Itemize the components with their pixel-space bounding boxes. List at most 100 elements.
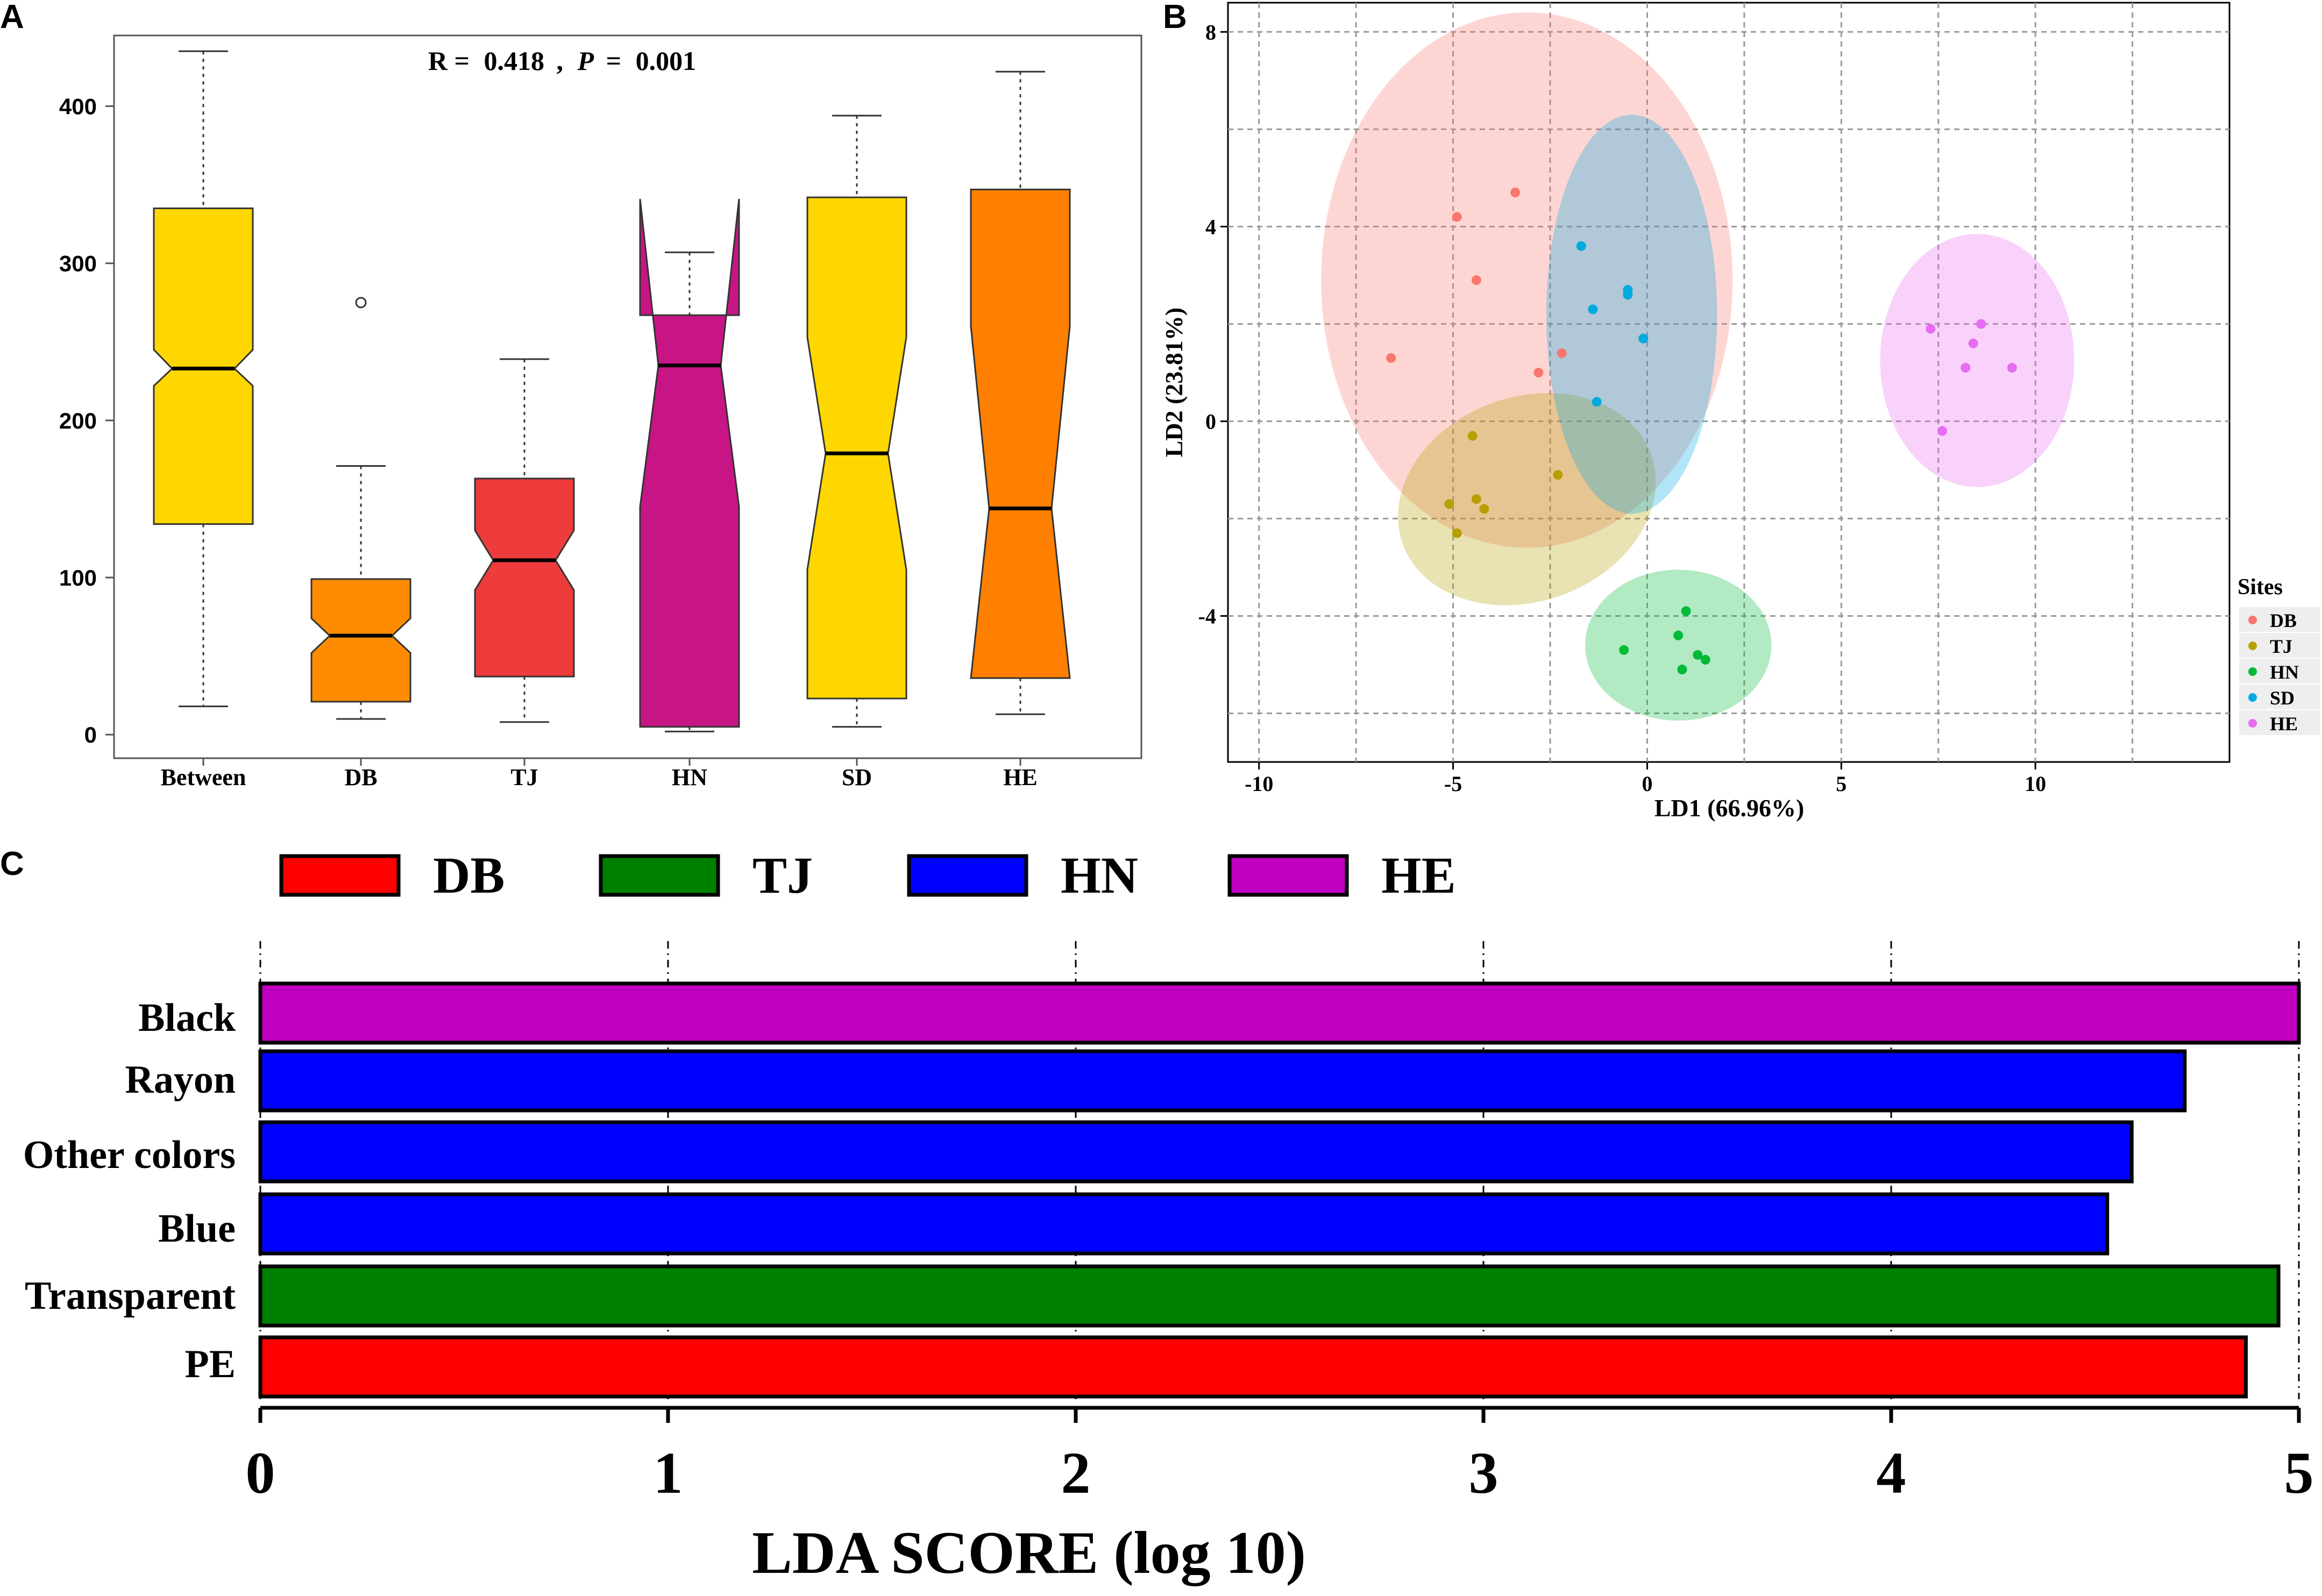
panel-a-boxes <box>153 50 1071 732</box>
point-sd <box>1592 397 1602 407</box>
panel-c-x-axis: 0 1 2 3 4 5 <box>246 1406 2314 1506</box>
bar-black <box>258 981 2301 1045</box>
x-tick-label-3: 3 <box>1469 1440 1499 1506</box>
box-body <box>970 188 1071 679</box>
point-tj <box>1553 469 1563 480</box>
y-tick-label-0: 0 <box>84 722 97 747</box>
point-hn <box>1681 606 1691 616</box>
panel-b-legend-title: Sites <box>2238 575 2283 600</box>
point-hn <box>1700 654 1710 665</box>
point-db <box>1386 353 1396 363</box>
ellipse-tj <box>1398 393 1656 605</box>
category-label-transparent: Transparent <box>25 1274 236 1318</box>
point-hn <box>1619 645 1629 655</box>
panel-c-category-labels: Black Rayon Other colors Blue Transparent PE <box>23 996 236 1386</box>
point-tj <box>1452 528 1462 538</box>
x-tick-label-4: 4 <box>1877 1440 1906 1506</box>
x-tick-label-0: 0 <box>246 1440 275 1506</box>
y-tick-label-3: 300 <box>59 251 97 276</box>
legend-label-tj: TJ <box>2270 636 2292 657</box>
panel-label-a: A <box>0 0 24 35</box>
point-hn <box>1673 630 1684 640</box>
x-tick-label-4: 10 <box>2025 772 2046 796</box>
point-hn <box>1693 650 1703 660</box>
point-sd <box>1588 304 1598 315</box>
panel-c-lda-bars: DB TJ HN HE Black Rayon Other colors Blue Trans… <box>23 846 2314 1586</box>
panel-b-y-axis-label: LD2 (23.81%) <box>1160 308 1188 458</box>
stat-separator: , <box>557 46 564 76</box>
category-label-other-colors: Other colors <box>23 1133 236 1177</box>
point-sd <box>1638 333 1649 344</box>
panel-b-legend: Sites DB TJ HN SD HE <box>2238 575 2320 735</box>
panel-a-x-labels: Between DB TJ HN SD HE <box>161 758 1038 790</box>
legend-key-hn <box>2248 667 2257 676</box>
bar-blue <box>258 1192 2110 1256</box>
panel-c-legend: DB TJ HN HE <box>279 846 1456 904</box>
legend-label-he: HE <box>1381 846 1456 904</box>
y-tick-label-2: 4 <box>1205 215 1216 239</box>
box-he <box>970 70 1071 715</box>
stat-r-value: 0.418 <box>484 46 545 76</box>
x-tick-label-0: -10 <box>1245 772 1273 796</box>
box-sd <box>806 115 907 728</box>
point-db <box>1452 212 1462 222</box>
bar-rayon <box>258 1049 2187 1113</box>
legend-key-tj <box>2248 642 2257 650</box>
panel-c-x-axis-label: LDA SCORE (log 10) <box>752 1520 1306 1586</box>
box-between <box>153 50 254 708</box>
point-he <box>2007 362 2017 373</box>
x-tick-label-1: 1 <box>654 1440 683 1506</box>
panel-b-lda-scatter: -10 -5 0 5 10 -4 0 4 8 LD1 (66.96%) LD2 (23.81%)… <box>1160 2 2320 822</box>
stat-r-label: R = <box>428 46 470 76</box>
ellipse-hn <box>1585 569 1772 721</box>
box-body <box>474 478 575 678</box>
outlier-0 <box>355 297 367 309</box>
legend-label-hn: HN <box>1061 846 1138 904</box>
panel-b-axes: -10 -5 0 5 10 -4 0 4 8 <box>1198 20 2046 796</box>
category-label-pe: PE <box>184 1342 236 1386</box>
legend-label-db: DB <box>433 846 505 904</box>
point-tj <box>1479 504 1489 514</box>
x-tick-label-2: 0 <box>1642 772 1652 796</box>
bar-other-colors <box>258 1120 2134 1184</box>
point-hn <box>1677 665 1687 675</box>
panel-a-frame <box>113 34 1142 759</box>
x-label-db: DB <box>344 764 377 790</box>
x-label-hn: HN <box>672 764 707 790</box>
point-he <box>1976 319 1986 329</box>
y-tick-label-4: 400 <box>59 94 97 119</box>
panel-a-stat-title: R = 0.418 , P = 0.001 <box>428 46 696 76</box>
panel-b-points <box>1386 188 2017 675</box>
x-tick-label-3: 5 <box>1836 772 1847 796</box>
ellipse-he <box>1880 233 2075 487</box>
legend-key-sd <box>2248 693 2257 702</box>
legend-label-sd: SD <box>2270 687 2295 709</box>
panel-c-bars <box>258 981 2301 1399</box>
legend-label-tj: TJ <box>752 846 813 904</box>
panel-b-x-axis-label: LD1 (66.96%) <box>1654 794 1805 822</box>
x-label-sd: SD <box>842 764 872 790</box>
point-tj <box>1467 431 1478 441</box>
box-body <box>639 198 740 728</box>
point-db <box>1471 275 1481 285</box>
stat-p-eq: = <box>606 46 622 76</box>
box-hn <box>639 198 740 732</box>
category-label-rayon: Rayon <box>125 1058 236 1102</box>
panel-a-y-axis: 0 100 200 300 400 <box>59 94 114 747</box>
point-he <box>1968 338 1978 348</box>
point-db <box>1557 348 1567 358</box>
legend-swatch-db <box>279 854 401 897</box>
y-tick-label-2: 200 <box>59 408 97 433</box>
point-he <box>1926 324 1936 334</box>
panel-b-grid <box>1228 3 2229 762</box>
point-sd <box>1576 241 1586 251</box>
stat-p-value: 0.001 <box>636 46 697 76</box>
category-label-black: Black <box>138 996 236 1040</box>
category-label-blue: Blue <box>158 1207 236 1251</box>
x-label-he: HE <box>1003 764 1038 790</box>
x-tick-label-1: -5 <box>1444 772 1462 796</box>
box-body <box>806 196 907 700</box>
box-tj <box>474 358 575 723</box>
point-he <box>1937 426 1947 436</box>
y-tick-label-1: 100 <box>59 565 97 590</box>
